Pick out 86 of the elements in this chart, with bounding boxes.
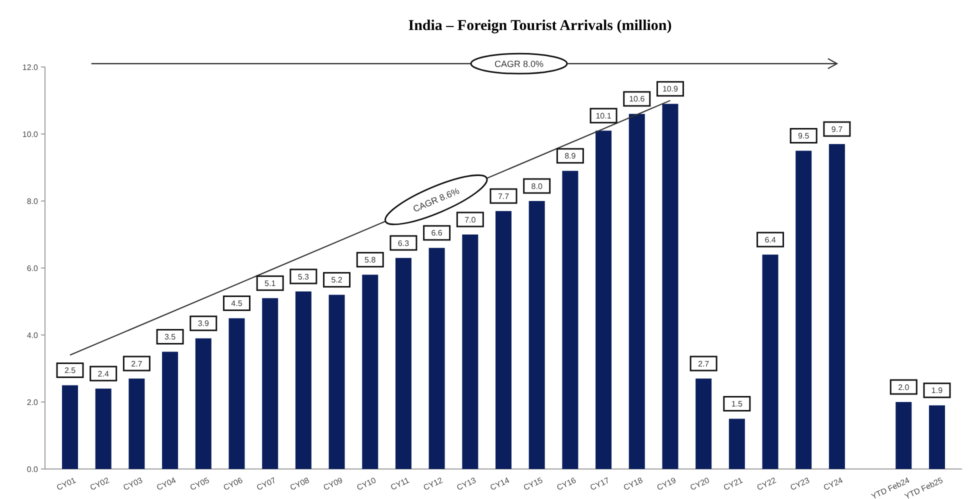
bar	[762, 254, 778, 469]
x-tick-label: CY06	[222, 476, 244, 492]
x-tick-label: CY04	[155, 476, 178, 492]
y-tick-label: 10.0	[22, 130, 39, 139]
x-tick-label: CY01	[55, 476, 78, 492]
data-label: 9.7	[831, 124, 844, 134]
bar	[796, 150, 812, 469]
data-label: 2.0	[898, 382, 910, 392]
bar	[728, 418, 745, 469]
bar	[128, 378, 145, 469]
annotation: CAGR 8.6%	[412, 186, 461, 214]
bar	[462, 234, 478, 469]
bar	[696, 378, 712, 469]
y-tick-label: 6.0	[26, 264, 39, 273]
data-label: 9.5	[798, 132, 810, 141]
x-tick-label: CY12	[422, 476, 445, 492]
data-label: 1.5	[731, 400, 744, 409]
data-label: 5.2	[331, 276, 343, 285]
bar	[162, 352, 178, 469]
x-tick-label: CY21	[722, 476, 745, 492]
data-label: 6.3	[398, 238, 410, 248]
x-tick-label: CY10	[355, 476, 378, 492]
x-tick-label: CY18	[622, 476, 645, 492]
x-tick-label: CY09	[322, 476, 344, 492]
data-label: 2.5	[64, 366, 76, 376]
annotation: CAGR 8.0%	[494, 58, 544, 69]
x-tick-label: CY02	[88, 476, 112, 492]
y-tick-label: 12.0	[22, 62, 39, 72]
bar	[896, 402, 912, 469]
data-label: 2.7	[698, 359, 710, 368]
bar	[628, 114, 645, 469]
data-label: 10.6	[629, 94, 646, 104]
y-tick-label: 2.0	[26, 398, 39, 407]
data-label: 5.1	[264, 278, 276, 288]
x-tick-label: CY17	[588, 476, 612, 492]
x-tick-label: CY13	[455, 476, 478, 492]
data-label: 2.7	[131, 359, 143, 368]
bar	[562, 170, 578, 469]
bar	[195, 338, 212, 469]
bar	[62, 385, 78, 469]
x-tick-label: CY24	[822, 476, 845, 492]
chart-title: India – Foreign Tourist Arrivals (million)	[408, 18, 672, 34]
data-label: 2.4	[98, 369, 110, 378]
y-tick-label: 0.0	[26, 464, 39, 474]
data-label: 1.9	[931, 386, 944, 396]
x-tick-label: CY22	[756, 476, 778, 492]
x-tick-label: CY19	[655, 476, 678, 492]
data-label: 3.5	[164, 332, 176, 342]
bar	[328, 294, 345, 469]
x-tick-label: CY20	[688, 476, 712, 492]
data-label: 10.9	[662, 84, 679, 94]
x-tick-label: CY15	[522, 476, 545, 492]
bar	[662, 104, 678, 469]
data-label: 6.4	[764, 235, 776, 244]
data-label: 7.0	[464, 215, 476, 224]
bar	[295, 291, 312, 469]
x-tick-label: CY08	[288, 476, 312, 492]
x-tick-label: CY03	[122, 476, 144, 492]
bar	[362, 274, 378, 469]
bar	[262, 298, 278, 469]
bar	[395, 258, 412, 469]
data-label: 7.7	[498, 192, 510, 201]
data-label: 8.0	[531, 182, 543, 191]
bar	[928, 405, 945, 469]
data-label: 6.6	[431, 228, 443, 238]
data-label: 5.8	[364, 256, 376, 264]
x-tick-label: CY11	[389, 476, 412, 492]
bar	[95, 388, 112, 469]
data-label: 5.3	[298, 272, 310, 282]
x-tick-label: CY07	[255, 476, 278, 492]
x-tick-label: CY14	[488, 476, 512, 492]
bar	[528, 201, 545, 469]
data-label: 3.9	[198, 319, 210, 328]
y-tick-label: 4.0	[26, 330, 39, 340]
data-label: 4.5	[231, 299, 243, 308]
bar	[428, 248, 445, 469]
bar	[828, 144, 845, 469]
bar	[496, 211, 512, 469]
bar	[596, 130, 612, 469]
data-label: 8.9	[564, 152, 576, 161]
data-label: 10.1	[596, 111, 612, 120]
y-tick-label: 8.0	[26, 196, 39, 206]
x-tick-label: CY05	[188, 476, 212, 492]
bar	[228, 318, 245, 469]
x-tick-label: CY16	[555, 476, 578, 492]
x-tick-label: CY23	[788, 476, 812, 492]
